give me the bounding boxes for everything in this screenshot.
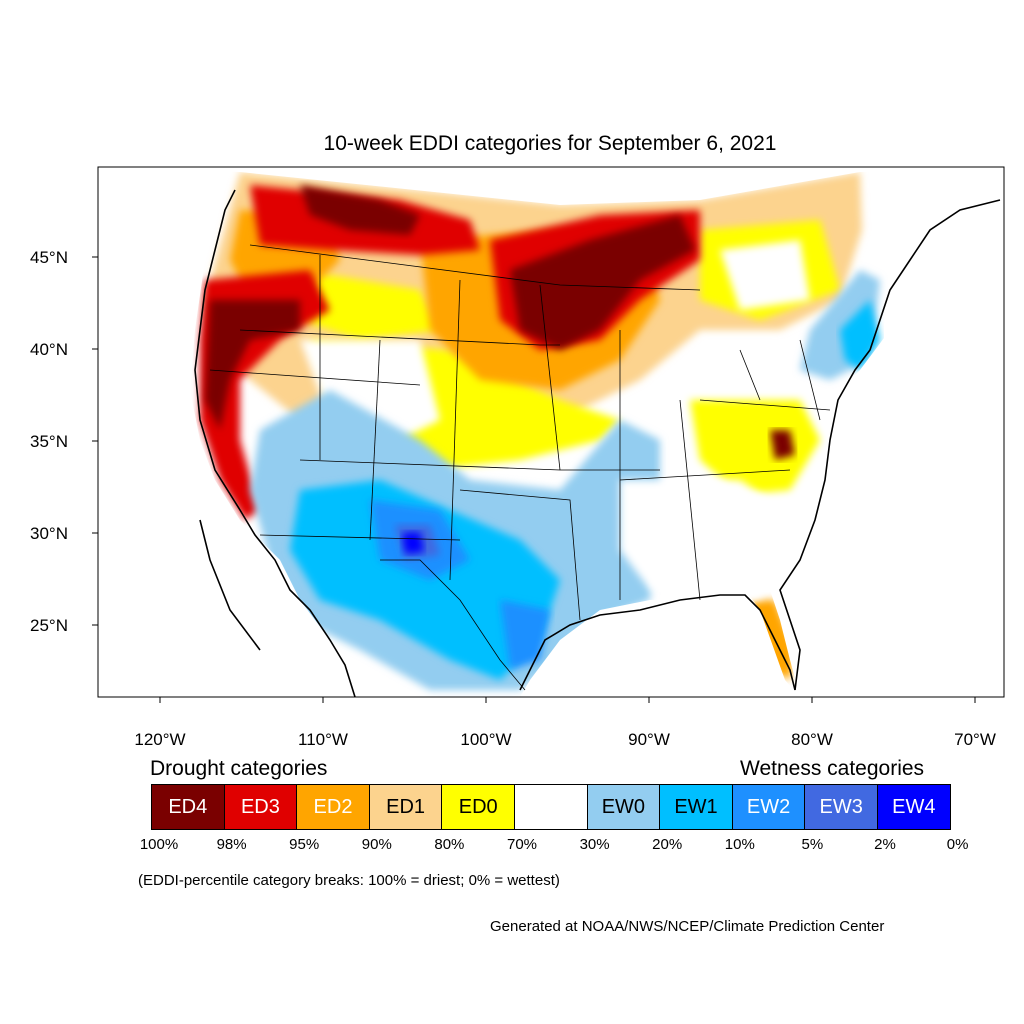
- credit-line: Generated at NOAA/NWS/NCEP/Climate Predi…: [490, 918, 885, 935]
- legend-cell: [514, 784, 588, 830]
- legend-cell: ED1: [368, 784, 443, 830]
- legend-break-label: 98%: [216, 836, 247, 853]
- legend-cell: EW1: [659, 784, 733, 830]
- normal-region-southeast: [620, 480, 800, 600]
- legend-break-label: 5%: [801, 836, 824, 853]
- map-shading: [98, 167, 1004, 697]
- ew1-region-southwest: [290, 480, 560, 680]
- legend-break-label: 80%: [434, 836, 465, 853]
- legend-break-label: 10%: [724, 836, 755, 853]
- lon-label: 100°W: [460, 730, 511, 749]
- legend-cell: ED0: [441, 784, 515, 830]
- ocean-pacific: [98, 167, 350, 697]
- ed4-region-appalachia: [770, 430, 795, 460]
- legend-cell: EW3: [804, 784, 878, 830]
- lon-labels: 120°W 110°W 100°W 90°W 80°W 70°W: [134, 730, 995, 749]
- lat-label: 30°N: [30, 524, 68, 543]
- ed0-region-east: [690, 400, 820, 495]
- ocean-gulf: [520, 590, 800, 697]
- lat-label: 40°N: [30, 340, 68, 359]
- lat-label: 25°N: [30, 616, 68, 635]
- legend-break-label: 2%: [874, 836, 896, 853]
- lon-label: 70°W: [954, 730, 996, 749]
- legend-cell: EW2: [731, 784, 806, 830]
- legend-cell: EW0: [586, 784, 661, 830]
- ed0-region-northwest: [300, 270, 440, 340]
- lon-label: 90°W: [628, 730, 670, 749]
- lat-ticks: [92, 256, 98, 626]
- category-note: (EDDI-percentile category breaks: 100% =…: [138, 872, 560, 889]
- legend-cell: ED4: [151, 784, 225, 830]
- ocean-atlantic: [770, 167, 1004, 697]
- lon-label: 80°W: [791, 730, 833, 749]
- lon-ticks: [159, 697, 976, 703]
- legend-cell: ED3: [223, 784, 298, 830]
- legend-break-label: 0%: [946, 836, 969, 853]
- legend-break-label: 20%: [652, 836, 683, 853]
- ed4-region-upper-midwest: [510, 215, 695, 350]
- legend-cell: ED2: [296, 784, 370, 830]
- state-borders: [209, 244, 831, 691]
- drought-heading: Drought categories: [150, 757, 328, 780]
- lat-labels: 45°N 40°N 35°N 30°N 25°N: [30, 248, 68, 635]
- legend-break-label: 30%: [579, 836, 610, 853]
- lon-label: 110°W: [298, 730, 348, 749]
- map-title: 10-week EDDI categories for September 6,…: [323, 132, 777, 155]
- legend-break-label: 95%: [289, 836, 320, 853]
- legend-cell: EW4: [877, 784, 951, 830]
- ew2-region-texas: [500, 600, 550, 670]
- legend-break-label: 90%: [361, 836, 392, 853]
- ed4-region-pacific: [205, 300, 300, 430]
- ew4-region-new-mexico: [402, 532, 424, 554]
- lon-label: 120°W: [134, 730, 185, 749]
- lat-label: 45°N: [30, 248, 68, 267]
- plot-frame: [97, 166, 1005, 698]
- wetness-heading: Wetness categories: [740, 757, 925, 780]
- coastlines: [194, 189, 1001, 697]
- legend-break-label: 70%: [506, 836, 538, 853]
- legend-break-label: 100%: [139, 836, 179, 853]
- ew1-region-northeast: [840, 300, 880, 370]
- normal-region-northeast: [720, 240, 810, 310]
- ed4-region-northern-rockies: [300, 185, 420, 235]
- lat-label: 35°N: [30, 432, 68, 451]
- ocean-north: [98, 167, 1004, 205]
